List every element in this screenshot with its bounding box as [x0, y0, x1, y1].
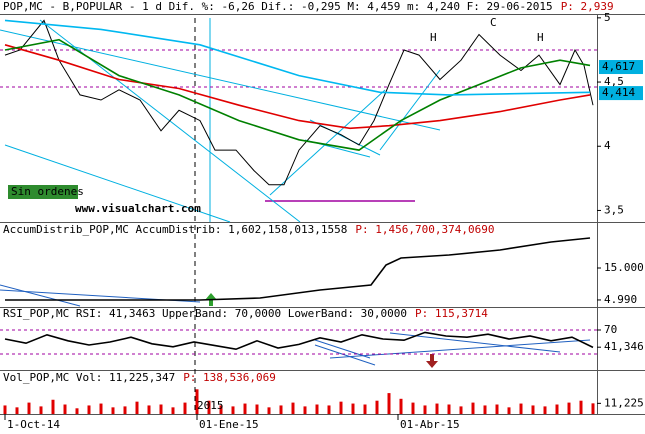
bar — [555, 404, 559, 414]
line — [4, 19, 591, 96]
bar — [39, 406, 43, 414]
x-tick-label: 01-Abr-15 — [400, 418, 460, 431]
bar — [447, 404, 451, 414]
bar — [171, 407, 175, 414]
bar — [387, 393, 391, 414]
y-tick-label: 11,225 — [604, 396, 644, 409]
bar — [411, 402, 415, 414]
y-tick-label: 41,346 — [604, 340, 644, 353]
price-tag — [599, 60, 643, 75]
bar — [483, 405, 487, 414]
bar — [111, 407, 115, 414]
bar — [51, 399, 55, 414]
pattern-label: H — [430, 31, 437, 44]
bar — [495, 404, 499, 414]
bar — [591, 403, 595, 414]
x-tick-label: 1-Oct-14 — [7, 418, 60, 431]
panel-title: POP,MC - B,POPULAR - 1 d Dif. %: -6,26 D… — [3, 0, 553, 13]
bar — [531, 405, 535, 414]
bar — [267, 407, 271, 414]
bar — [207, 400, 211, 414]
bar — [135, 401, 139, 414]
order-box — [8, 185, 78, 199]
y-tick-label: 3,5 — [604, 203, 624, 216]
bar — [243, 403, 247, 414]
pattern-label: C — [490, 16, 497, 29]
bar — [3, 405, 7, 414]
bar — [351, 403, 355, 414]
line — [4, 331, 594, 351]
price-tag-label: 4,414 — [602, 86, 635, 99]
panel-subtitle: P: 138,536,069 — [183, 371, 276, 384]
bar — [363, 404, 367, 414]
pattern-label: H — [537, 31, 544, 44]
x-tick-label: 01-Ene-15 — [199, 418, 259, 431]
bar — [279, 405, 283, 414]
y-tick-label: 4,5 — [604, 75, 624, 88]
bar — [543, 406, 547, 414]
bar — [399, 398, 403, 414]
bar — [75, 408, 79, 414]
line — [4, 38, 591, 151]
bar — [291, 402, 295, 414]
y-tick-label: 4.990 — [604, 293, 637, 306]
line — [5, 237, 591, 301]
watermark: www.visualchart.com — [75, 202, 201, 215]
y-tick-label: 5 — [604, 11, 611, 24]
bar — [255, 404, 259, 414]
year-label: 2015 — [197, 399, 224, 412]
panel-subtitle: P: 1,456,700,374,0690 — [355, 223, 494, 236]
order-label: Sin ordenes — [11, 185, 84, 198]
bar — [183, 402, 187, 414]
bar — [315, 404, 319, 414]
bar — [423, 405, 427, 414]
bar — [195, 389, 199, 414]
panel-title: AccumDistrib_POP,MC AccumDistrib: 1,602,… — [3, 223, 347, 236]
bar — [567, 402, 571, 414]
panel-title: Vol_POP,MC Vol: 11,225,347 — [3, 371, 175, 384]
y-tick-label: 15.000 — [604, 261, 644, 274]
y-tick-label: 4 — [604, 139, 611, 152]
bar — [303, 406, 307, 414]
bar — [327, 405, 331, 414]
line — [4, 19, 594, 186]
bar — [87, 405, 91, 414]
bar — [507, 407, 511, 414]
bar — [15, 407, 19, 414]
panel-title: RSI_POP,MC RSI: 41,3463 UpperBand: 70,00… — [3, 307, 407, 320]
y-tick-label: 70 — [604, 323, 617, 336]
bar — [219, 405, 223, 414]
panel-subtitle: P: 2,939 — [561, 0, 614, 13]
bar — [147, 405, 151, 414]
bar — [435, 403, 439, 414]
bar — [159, 404, 163, 414]
bar — [375, 400, 379, 414]
panel-borders — [0, 14, 645, 415]
bar — [123, 406, 127, 414]
bar — [63, 404, 67, 414]
bar — [519, 403, 523, 414]
bar — [339, 401, 343, 414]
line — [4, 44, 591, 130]
bar — [27, 402, 31, 414]
price-tag-label: 4,617 — [602, 60, 635, 73]
price-tag — [599, 86, 643, 101]
bar — [99, 403, 103, 414]
bar — [471, 402, 475, 414]
panel-subtitle: P: 115,3714 — [415, 307, 488, 320]
bar — [579, 400, 583, 414]
bar — [231, 406, 235, 414]
bar — [459, 406, 463, 414]
